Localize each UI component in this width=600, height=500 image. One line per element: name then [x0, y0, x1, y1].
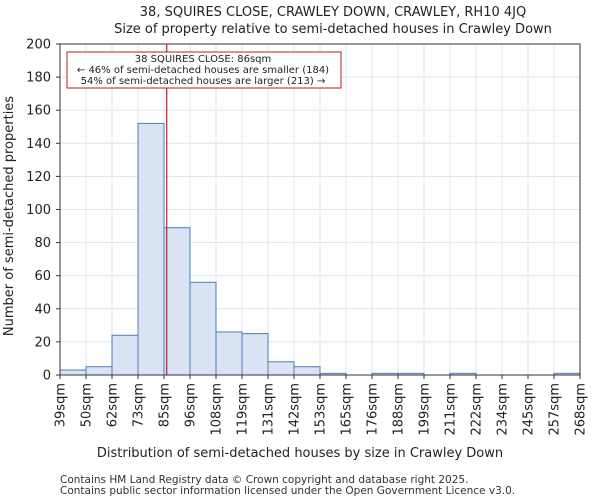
annotation-line: 54% of semi-detached houses are larger (… [81, 76, 326, 87]
chart-subtitle: Size of property relative to semi-detach… [114, 22, 552, 37]
y-tick-label: 180 [26, 71, 51, 86]
x-tick-label: 257sqm [548, 383, 563, 436]
annotation-box [66, 51, 342, 89]
footer-line-1: Contains HM Land Registry data © Crown c… [60, 474, 468, 486]
y-tick-label: 200 [26, 38, 51, 53]
bar [189, 281, 217, 376]
x-tick-label: 50sqm [80, 383, 95, 427]
x-tick-label: 222sqm [470, 383, 485, 436]
bar [163, 227, 191, 376]
x-tick-label: 96sqm [184, 383, 199, 427]
x-tick-label: 234sqm [496, 383, 511, 436]
y-tick-label: 120 [26, 170, 51, 185]
x-tick-label: 85sqm [158, 383, 173, 427]
annotation-line: ← 46% of semi-detached houses are smalle… [77, 65, 329, 76]
bar [293, 366, 321, 376]
x-tick-label: 211sqm [444, 383, 459, 436]
y-tick-label: 160 [26, 104, 51, 119]
x-tick-label: 176sqm [366, 383, 381, 436]
property-marker: 38 SQUIRES CLOSE: 86sqm← 46% of semi-det… [66, 44, 342, 375]
bar [85, 366, 113, 376]
x-tick-label: 142sqm [288, 383, 303, 436]
x-tick-labels: 39sqm 50sqm 62sqm 73sqm 85sqm 96sqm 108sqm 119s… [54, 375, 589, 436]
x-tick-label: 153sqm [314, 383, 329, 436]
y-tick-label: 140 [26, 137, 51, 152]
x-tick-label: 39sqm [54, 383, 69, 427]
footer-line-2: Contains public sector information licen… [60, 485, 515, 497]
x-tick-label: 268sqm [574, 383, 589, 436]
y-axis-label: Number of semi-detached properties [2, 96, 17, 336]
x-tick-label: 119sqm [236, 383, 251, 436]
chart-title: 38, SQUIRES CLOSE, CRAWLEY DOWN, CRAWLEY… [140, 5, 526, 20]
x-tick-label: 199sqm [418, 383, 433, 436]
y-tick-label: 60 [34, 269, 51, 284]
bar [215, 331, 243, 376]
y-tick-label: 0 [43, 369, 51, 384]
bar [241, 333, 269, 376]
y-tick-label: 80 [34, 236, 51, 251]
bar [59, 369, 87, 376]
bars [59, 122, 581, 376]
x-tick-label: 108sqm [210, 383, 225, 436]
x-tick-label: 62sqm [106, 383, 121, 427]
bar [267, 361, 295, 376]
y-tick-label: 100 [26, 203, 51, 218]
x-tick-label: 188sqm [392, 383, 407, 436]
x-tick-label: 165sqm [340, 383, 355, 436]
x-tick-label: 245sqm [522, 383, 537, 436]
y-tick-label: 40 [34, 302, 51, 317]
x-tick-label: 73sqm [132, 383, 147, 427]
x-axis-label: Distribution of semi-detached houses by … [97, 446, 503, 461]
bar [137, 122, 165, 376]
annotation-line: 38 SQUIRES CLOSE: 86sqm [135, 54, 272, 65]
y-tick-label: 20 [34, 335, 51, 350]
y-tick-labels: 0 20 40 60 80 100 120 140 160 180 200 [26, 38, 60, 384]
bar [111, 334, 139, 376]
x-tick-label: 131sqm [262, 383, 277, 436]
